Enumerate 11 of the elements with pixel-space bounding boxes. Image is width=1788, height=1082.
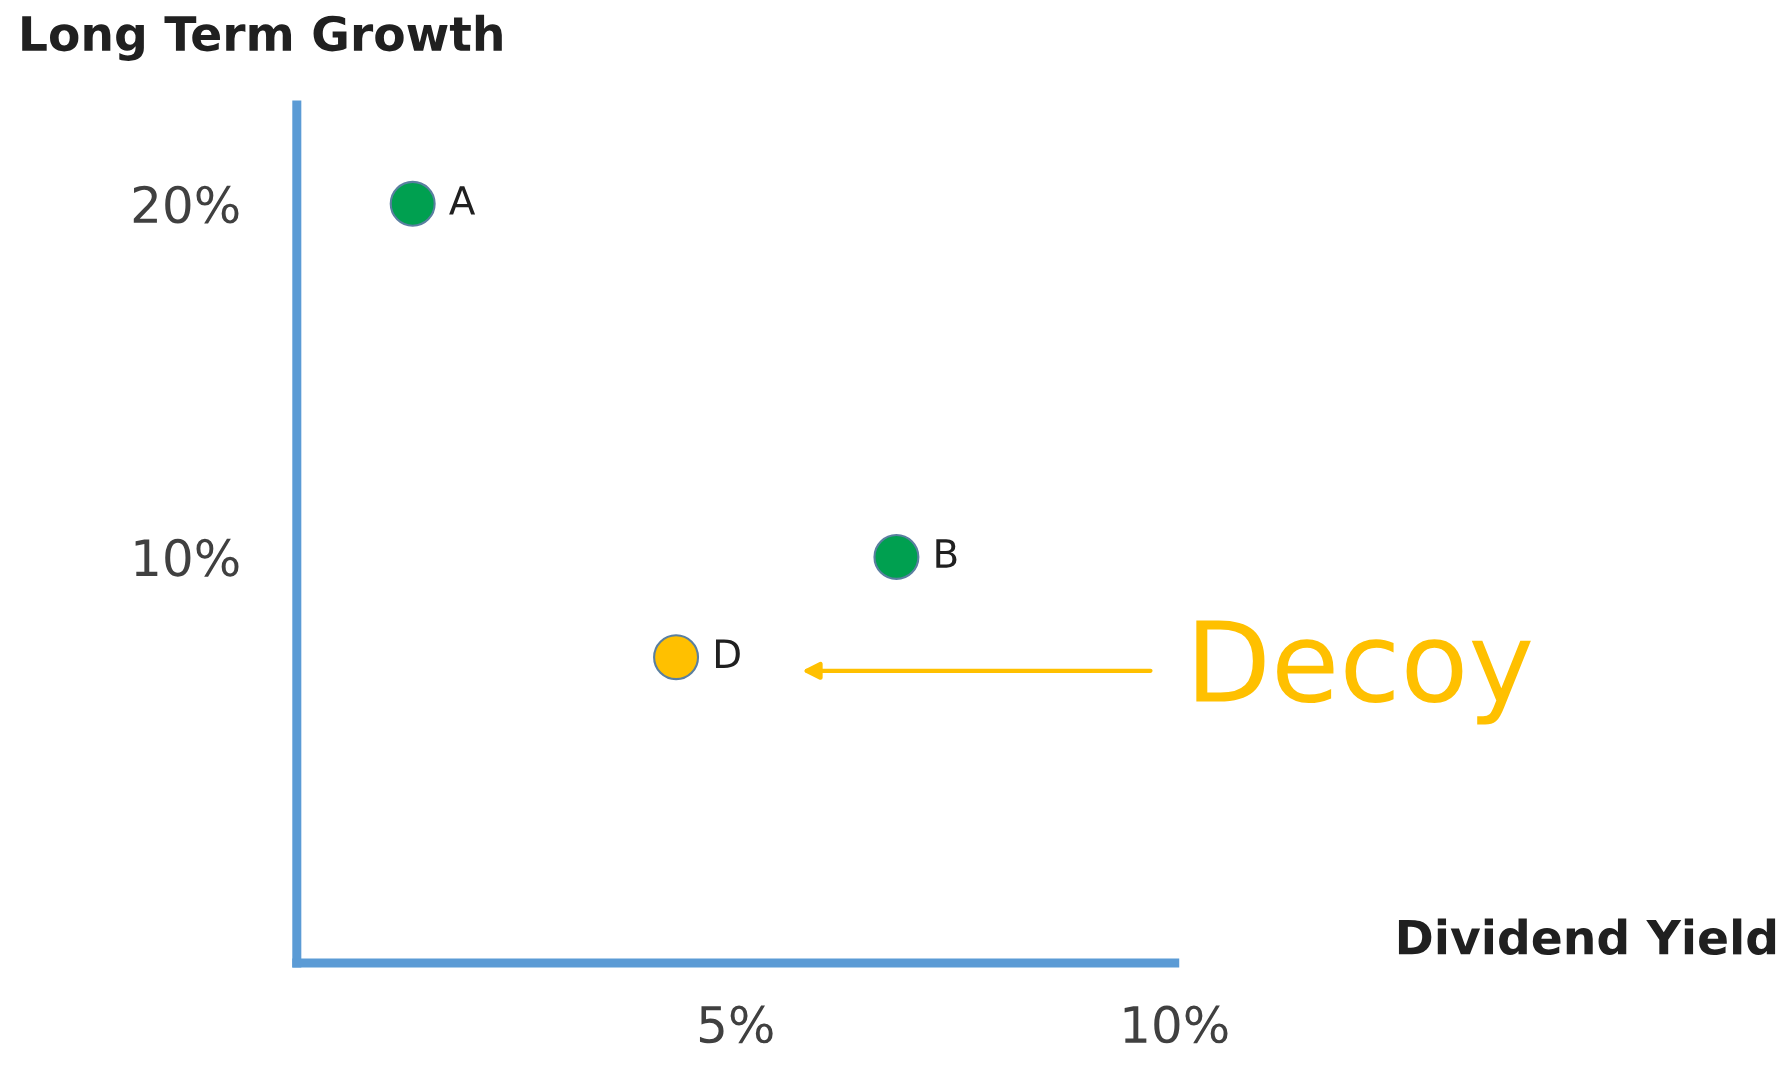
point <box>389 180 436 227</box>
legend-label: D <box>715 639 740 668</box>
x-axis-title: Dividend Yield <box>1398 918 1776 956</box>
y-tick-label: 20% <box>133 185 239 224</box>
x-tick-label: 5% <box>699 1005 773 1044</box>
text: Decoy <box>1196 620 1531 725</box>
point <box>653 634 700 681</box>
series-label: B <box>936 539 957 568</box>
point <box>873 533 920 580</box>
y-axis-title: Long Term Growth <box>22 14 502 61</box>
series-label: A <box>449 186 476 215</box>
